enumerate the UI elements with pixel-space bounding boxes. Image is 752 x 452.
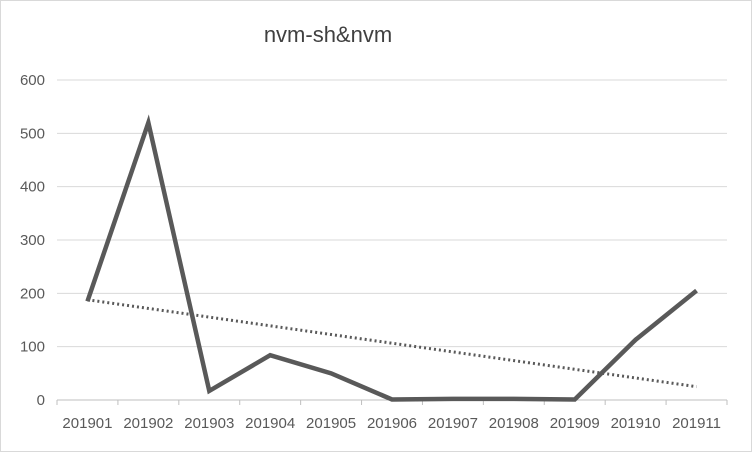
x-tick-label: 201910 (611, 415, 661, 432)
y-tick-label: 300 (20, 232, 45, 249)
x-tick-label: 201908 (489, 415, 539, 432)
x-tick-label: 201907 (428, 415, 478, 432)
x-tick-label: 201911 (672, 415, 721, 432)
x-tick-label: 201904 (245, 415, 295, 432)
x-tick-label: 201909 (550, 415, 600, 432)
x-tick-label: 201902 (123, 415, 173, 432)
y-tick-label: 500 (20, 125, 45, 142)
x-tick-label: 201905 (306, 415, 356, 432)
y-tick-label: 100 (20, 339, 45, 356)
trendline (87, 298, 697, 389)
x-tick-label: 201901 (62, 415, 112, 432)
chart-title: nvm-sh&nvm (263, 22, 393, 47)
x-tick-label: 201906 (367, 415, 417, 432)
y-tick-label: 600 (20, 72, 45, 89)
y-tick-label: 200 (20, 285, 45, 302)
y-tick-label: 0 (37, 392, 45, 409)
y-tick-label: 400 (20, 179, 45, 196)
series-line (85, 114, 698, 402)
x-tick-label: 201903 (184, 415, 234, 432)
